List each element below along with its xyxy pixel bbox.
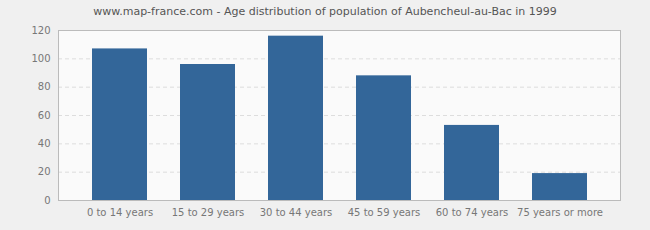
- svg-text:100: 100: [31, 53, 50, 64]
- svg-text:0: 0: [44, 195, 50, 206]
- svg-text:15 to 29 years: 15 to 29 years: [172, 207, 245, 218]
- svg-text:60: 60: [38, 110, 51, 121]
- svg-text:60 to 74 years: 60 to 74 years: [436, 207, 509, 218]
- svg-text:0 to 14 years: 0 to 14 years: [87, 207, 153, 218]
- svg-text:45 to 59 years: 45 to 59 years: [348, 207, 421, 218]
- svg-text:30 to 44 years: 30 to 44 years: [260, 207, 333, 218]
- html-text:www.map-france.com - Age distr: www.map-france.com - Age distribution of…: [93, 5, 557, 18]
- svg-text:75 years or more: 75 years or more: [517, 207, 603, 218]
- svg-text:80: 80: [38, 81, 51, 92]
- svg-text:40: 40: [38, 138, 51, 149]
- svg-text:120: 120: [31, 25, 50, 36]
- svg-text:20: 20: [38, 166, 51, 177]
